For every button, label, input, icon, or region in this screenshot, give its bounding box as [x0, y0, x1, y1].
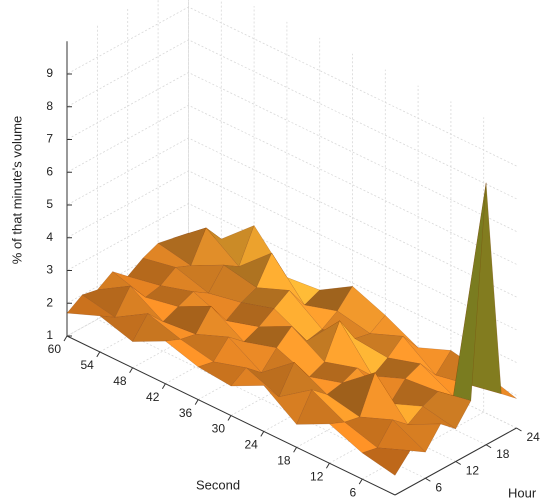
- grid-line: [66, 39, 517, 200]
- z-tick-label: 5: [46, 197, 53, 211]
- grid-line: [66, 104, 517, 265]
- z-tick-label: 9: [46, 66, 53, 80]
- surface-patch: [246, 361, 295, 398]
- y-tick: [455, 461, 461, 465]
- z-axis-label: % of that minute's volume: [9, 116, 24, 264]
- x-tick-label: 48: [113, 374, 127, 388]
- y-tick: [425, 477, 431, 482]
- surface-patch: [112, 271, 162, 298]
- surface-patch: [359, 372, 409, 425]
- y-tick-label: 18: [496, 447, 510, 461]
- x-tick: [358, 478, 363, 485]
- z-tick-label: 4: [46, 230, 53, 244]
- y-tick: [516, 427, 522, 432]
- z-tick-label: 3: [46, 263, 53, 277]
- grid-line: [97, 24, 426, 479]
- y-tick-label: 12: [466, 464, 480, 478]
- x-tick: [63, 335, 68, 342]
- surface-patch: [195, 305, 245, 343]
- x-tick-label: 54: [80, 358, 94, 372]
- y-axis-label: Hour: [508, 485, 537, 498]
- x-tick-label: 18: [277, 453, 291, 467]
- x-tick-label: 42: [146, 390, 160, 404]
- grid-line: [66, 6, 517, 167]
- y-tick-label: 24: [526, 430, 540, 444]
- surface-patch: [147, 313, 197, 340]
- surface-patch: [278, 361, 328, 398]
- x-tick-label: 6: [350, 485, 357, 498]
- x-tick: [260, 431, 265, 437]
- surface-patch: [361, 447, 411, 476]
- z-tick-label: 7: [46, 132, 53, 146]
- y-tick: [485, 444, 492, 449]
- x-tick-label: 12: [310, 469, 324, 483]
- x-tick-label: 60: [48, 342, 62, 356]
- y-tick-label: 6: [435, 480, 442, 494]
- x-tick: [129, 367, 134, 374]
- x-tick-label: 30: [212, 422, 226, 436]
- x-tick-label: 24: [244, 438, 258, 452]
- x-tick: [161, 383, 166, 389]
- x-tick: [96, 351, 101, 358]
- z-tick-label: 6: [46, 164, 53, 178]
- x-axis-label: Second: [196, 477, 240, 492]
- z-tick-label: 8: [46, 99, 53, 113]
- x-tick: [194, 399, 199, 405]
- x-tick: [325, 462, 330, 469]
- x-tick-label: 36: [179, 406, 193, 420]
- x-tick: [227, 415, 232, 421]
- surface-patch: [227, 336, 278, 374]
- grid-line: [66, 72, 517, 232]
- surface-patch: [344, 416, 394, 449]
- x-tick: [293, 447, 298, 453]
- z-tick-label: 1: [46, 328, 53, 342]
- surface-patch: [422, 391, 472, 430]
- surface-patch: [225, 302, 275, 328]
- surface-patch: [260, 347, 310, 377]
- surface-patch: [66, 294, 116, 318]
- z-tick-label: 2: [46, 295, 53, 309]
